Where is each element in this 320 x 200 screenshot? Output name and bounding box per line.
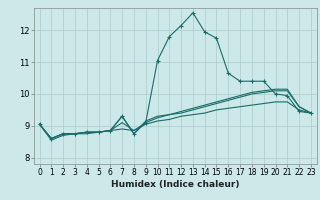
X-axis label: Humidex (Indice chaleur): Humidex (Indice chaleur) (111, 180, 239, 189)
